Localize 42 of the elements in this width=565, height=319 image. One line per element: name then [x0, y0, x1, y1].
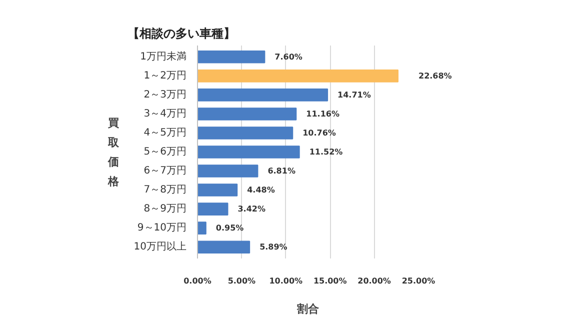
x-axis-title: 割合 [296, 302, 320, 316]
y-tick-label: 7～8万円 [144, 184, 187, 196]
x-tick-label: 25.00% [402, 276, 436, 286]
x-tick-label: 15.00% [313, 276, 347, 286]
y-tick-label: 8～9万円 [144, 204, 187, 215]
bar [198, 240, 250, 254]
bar [198, 184, 238, 196]
y-tick-label: 9～10万円 [137, 222, 187, 234]
y-tick-label: 6～7万円 [144, 166, 187, 177]
bar [198, 88, 328, 102]
x-tick-label: 20.00% [358, 276, 391, 286]
bar [198, 70, 398, 82]
data-label: 7.60% [274, 52, 302, 62]
data-label: 14.71% [338, 90, 371, 100]
y-tick-label: 2～3万円 [144, 89, 187, 100]
y-tick-label: 1万円未満 [140, 50, 187, 62]
y-tick-label: 5～6万円 [144, 146, 187, 158]
bar [198, 126, 294, 140]
y-tick-label: 1～2万円 [144, 70, 187, 82]
bar [198, 108, 297, 120]
x-tick-label: 10.00% [269, 276, 303, 286]
y-tick-label: 10万円以上 [134, 240, 187, 253]
data-label: 6.81% [268, 166, 296, 176]
data-label: 3.42% [238, 204, 266, 214]
y-axis-title: 買取価格 [106, 116, 120, 188]
data-label: 22.68% [418, 71, 452, 80]
data-label: 11.16% [306, 109, 340, 118]
y-tick-label: 3～4万円 [144, 108, 187, 120]
bar [198, 50, 266, 64]
bar [198, 164, 258, 178]
data-label: 11.52% [309, 148, 343, 156]
bar [198, 202, 228, 216]
bar [198, 146, 300, 158]
chart-title: 【相談の多い車種】 [128, 26, 236, 40]
data-label: 4.48% [247, 186, 275, 195]
y-tick-label: 4～5万円 [144, 127, 187, 138]
data-label: 10.76% [302, 128, 336, 138]
bar [198, 222, 206, 234]
data-label: 5.89% [260, 242, 288, 252]
x-tick-label: 0.00% [184, 276, 212, 286]
x-tick-label: 5.00% [228, 276, 256, 286]
data-label: 0.95% [216, 224, 244, 233]
